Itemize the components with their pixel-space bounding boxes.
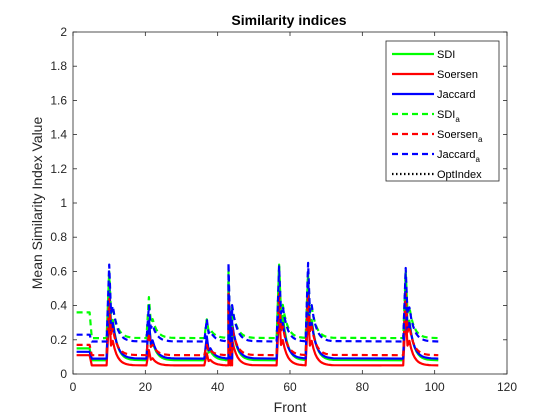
y-axis-label: Mean Similarity Index Value — [29, 117, 45, 290]
legend-label-name: SDI — [437, 49, 455, 61]
y-tick-label: 1.4 — [50, 128, 67, 142]
x-tick-label: 40 — [211, 380, 225, 394]
legend-box — [385, 40, 500, 182]
y-tick-label: 0.6 — [50, 264, 67, 278]
legend-label-name: SDI — [437, 109, 455, 121]
series-layer — [76, 261, 439, 367]
legend-label: SDIa — [437, 109, 460, 124]
x-tick-label: 20 — [139, 380, 153, 394]
legend-label: SDI — [437, 49, 455, 61]
x-tick-label: 60 — [283, 380, 297, 394]
legend-label-name: Jaccard — [437, 149, 476, 161]
series-line-jaccard-a — [76, 261, 439, 343]
legend-label: Jaccarda — [437, 149, 481, 164]
legend: SDISoersenJaccardSDIaSoersenaJaccardaOpt… — [385, 40, 500, 182]
x-tick-label: 80 — [356, 380, 370, 394]
y-tick-label: 0.2 — [50, 333, 67, 347]
series-line-jaccard — [76, 280, 439, 360]
y-tick-label: 1.8 — [50, 59, 67, 73]
legend-label: Soersen — [437, 69, 478, 81]
legend-label-subscript: a — [476, 155, 481, 164]
legend-label-name: Soersen — [437, 69, 478, 81]
y-tick-label: 1.6 — [50, 93, 67, 107]
legend-label-name: OptIndex — [437, 169, 482, 181]
legend-label: OptIndex — [437, 169, 482, 181]
y-tick-label: 2 — [60, 25, 67, 39]
y-tick-label: 1 — [60, 196, 67, 210]
legend-label: Soersena — [437, 129, 483, 144]
legend-label: Jaccard — [437, 89, 476, 101]
x-axis-label: Front — [274, 399, 307, 415]
x-tick-label: 0 — [70, 380, 77, 394]
legend-label-name: Soersen — [437, 129, 478, 141]
y-tick-label: 0.8 — [50, 230, 67, 244]
y-tick-label: 1.2 — [50, 162, 67, 176]
chart-title: Similarity indices — [231, 12, 346, 28]
legend-label-name: Jaccard — [437, 89, 476, 101]
x-tick-label: 120 — [497, 380, 517, 394]
legend-label-subscript: a — [478, 135, 483, 144]
series-line-soersen — [76, 307, 439, 367]
y-tick-label: 0.4 — [50, 299, 67, 313]
y-tick-label: 0 — [60, 367, 67, 381]
legend-label-subscript: a — [455, 115, 460, 124]
ticks-layer: 0 20 40 60 80 100 120 0 0.2 0.4 0.6 0.8 1 1.2 1.4 1.6 1.… — [50, 25, 517, 394]
x-tick-label: 100 — [425, 380, 445, 394]
